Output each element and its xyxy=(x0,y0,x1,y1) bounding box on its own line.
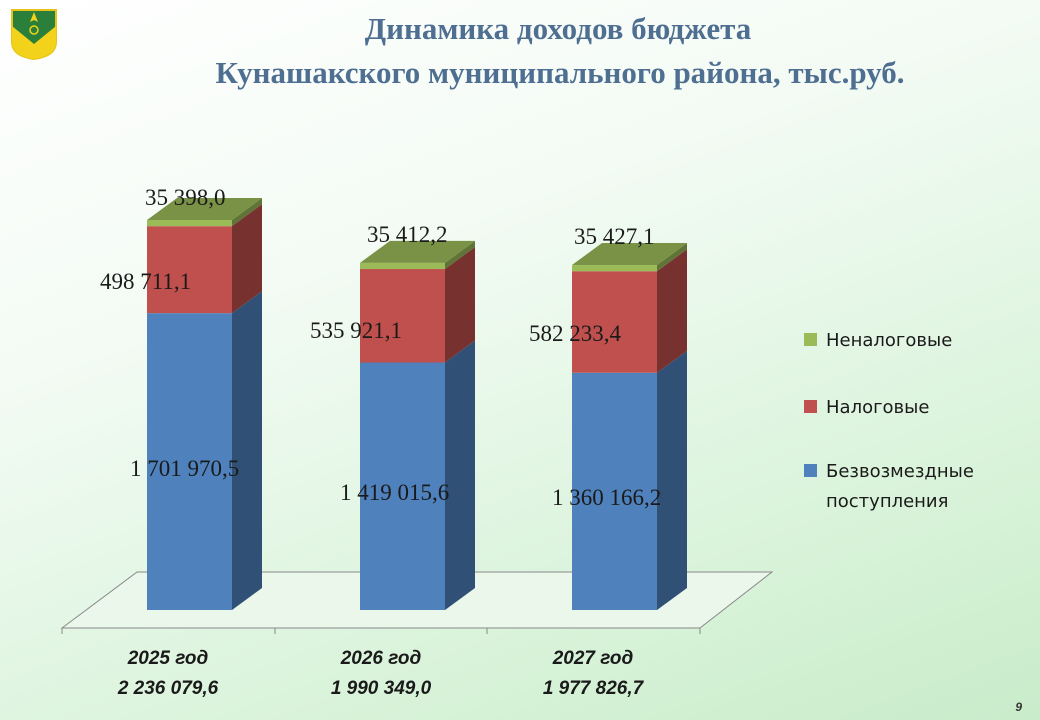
legend-label: поступления xyxy=(826,491,948,512)
legend-swatch xyxy=(804,464,817,477)
x-tick-label: 2027 год xyxy=(552,648,634,669)
bar-segment xyxy=(147,226,232,314)
legend-swatch xyxy=(804,400,817,413)
data-label: 35 398,0 xyxy=(145,185,226,210)
bar-segment xyxy=(572,372,657,610)
bar-segment xyxy=(360,362,445,610)
chart-title-line-2: Кунашакского муниципального района, тыс.… xyxy=(215,55,905,90)
legend-swatch xyxy=(804,333,817,346)
bar-side-0-1 xyxy=(445,340,475,610)
bar-top-face xyxy=(147,198,262,220)
bar-segment xyxy=(360,269,445,363)
category-total-label: 2 236 079,6 xyxy=(117,678,219,699)
bar-side-1-1 xyxy=(445,247,475,363)
page-number: 9 xyxy=(1015,700,1022,714)
bar-top-face xyxy=(572,243,687,266)
category-total-label: 1 990 349,0 xyxy=(331,678,432,699)
bar-segment xyxy=(147,220,232,227)
bar-side-2-0 xyxy=(232,198,262,227)
data-label: 1 701 970,5 xyxy=(130,456,239,481)
data-label: 1 360 166,2 xyxy=(552,485,661,510)
bar-side-2-1 xyxy=(445,240,475,270)
bar-side-0-0 xyxy=(232,291,262,610)
coat-of-arms-logo xyxy=(11,9,57,60)
x-tick-label: 2025 год xyxy=(127,648,209,669)
bar-side-1-0 xyxy=(232,204,262,314)
data-label: 35 412,2 xyxy=(367,222,448,247)
chart-title-line-1: Динамика доходов бюджета xyxy=(364,11,752,46)
data-label: 35 427,1 xyxy=(574,224,655,249)
bar-segment xyxy=(572,265,657,272)
legend-label: Безвозмездные xyxy=(826,461,974,482)
bar-top-face xyxy=(360,240,475,263)
bar-side-2-2 xyxy=(657,243,687,272)
x-tick-label: 2026 год xyxy=(340,648,422,669)
legend-label: Налоговые xyxy=(826,397,929,418)
bar-side-1-2 xyxy=(657,249,687,373)
data-label: 535 921,1 xyxy=(310,318,402,343)
data-label: 498 711,1 xyxy=(100,269,191,294)
category-total-label: 1 977 826,7 xyxy=(543,678,645,699)
data-label: 1 419 015,6 xyxy=(340,480,449,505)
legend-label: Неналоговые xyxy=(826,330,952,351)
bar-segment xyxy=(147,313,232,610)
bar-segment xyxy=(572,271,657,373)
data-label: 582 233,4 xyxy=(529,321,622,346)
bar-side-0-2 xyxy=(657,350,687,610)
bar-segment xyxy=(360,262,445,270)
